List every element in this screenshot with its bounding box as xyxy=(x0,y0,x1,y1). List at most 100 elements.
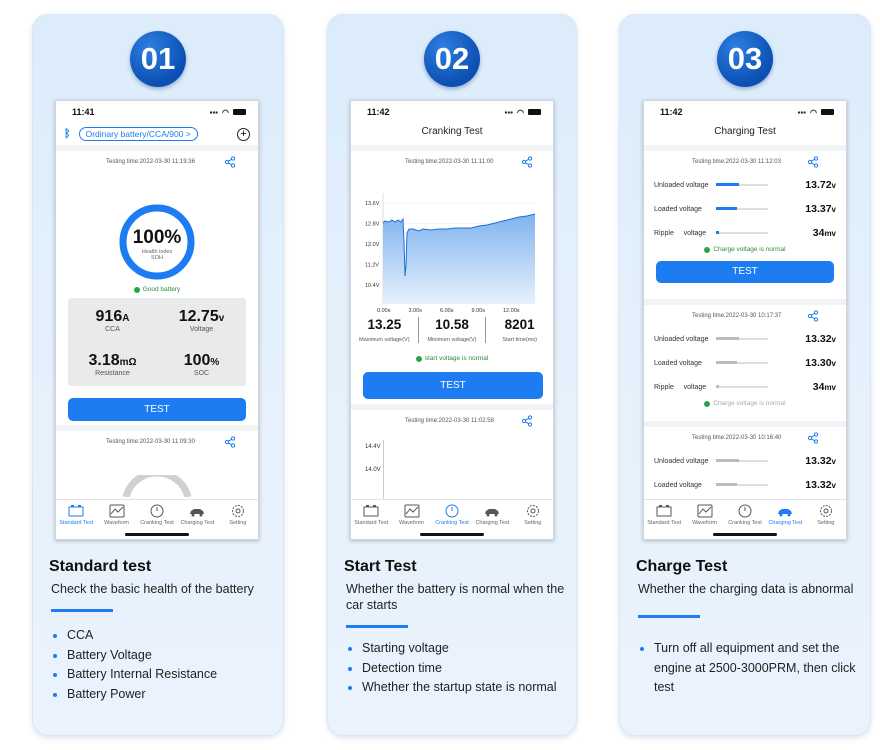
tab-bar: Standard Test Waveform Cranking Test Cha… xyxy=(56,499,258,539)
wifi-icon: ◠ xyxy=(517,107,524,117)
x-tick-label: 3.00s xyxy=(409,308,423,314)
cranking-stats: 13.25 Maximum voltage(V) 10.58 Minimum volt… xyxy=(351,317,553,343)
feature-item: Whether the startup state is normal xyxy=(346,678,576,698)
level-bar xyxy=(716,361,768,364)
tab-waveform[interactable]: Waveform xyxy=(686,504,724,539)
level-bar xyxy=(716,231,768,234)
metric-value: 100 xyxy=(183,352,211,369)
metric-label: Voltage xyxy=(189,326,214,333)
ripple-voltage-row: Ripple voltage 34mv xyxy=(654,381,836,393)
tab-setting[interactable]: Setting xyxy=(219,504,257,539)
battery-tab-icon xyxy=(363,505,379,517)
testing-time: Testing time:2022-03-30 11:11:00 xyxy=(405,159,494,165)
signal-icon: ▪▪▪ xyxy=(209,107,219,117)
home-indicator xyxy=(125,533,189,536)
metric-label: Resistance xyxy=(95,370,130,377)
metric-label: SOC xyxy=(193,370,210,377)
share-icon[interactable] xyxy=(807,156,819,168)
gauge-sublabel: SOH xyxy=(151,255,163,261)
stat-value: 10.58 xyxy=(435,317,469,332)
y-tick-label: 13.6V xyxy=(365,201,380,207)
soh-value: 100% xyxy=(132,227,182,248)
metric-value: 12.75 xyxy=(178,308,219,325)
testing-time: Testing time:2022-03-30 10:17:37 xyxy=(692,313,782,319)
test-button[interactable]: TEST xyxy=(656,261,834,283)
stat-cell: 10.58 Minimum voltage(V) xyxy=(419,317,487,343)
add-icon[interactable]: + xyxy=(237,127,250,141)
card-description: Whether the battery is normal when the c… xyxy=(346,582,565,612)
tab-setting[interactable]: Setting xyxy=(514,504,552,539)
charge-result-section: Testing time:2022-03-30 10:16:40 Unloaded… xyxy=(644,427,846,501)
cranking-result-panel: Testing time:2022-03-30 11:11:00 13.6V 12… xyxy=(351,151,553,404)
metric-cell: 100% SOC xyxy=(157,342,246,386)
status-badge: Good battery xyxy=(56,286,258,293)
feature-item: Battery Power xyxy=(51,685,281,705)
share-icon[interactable] xyxy=(807,310,819,322)
tab-waveform[interactable]: Waveform xyxy=(393,504,431,539)
testing-time: Testing time:2022-03-30 11:02:58 xyxy=(405,418,494,424)
tab-cranking-test[interactable]: Cranking Test xyxy=(726,504,764,539)
tab-setting[interactable]: Setting xyxy=(807,504,845,539)
card-description: Whether the charging data is abnormal xyxy=(638,582,854,596)
signal-icon: ▪▪▪ xyxy=(797,107,807,117)
tab-cranking-test[interactable]: Cranking Test xyxy=(138,504,176,539)
tab-standard-test[interactable]: Standard Test xyxy=(645,504,683,539)
metric-unit: mΩ xyxy=(119,357,137,368)
tab-waveform[interactable]: Waveform xyxy=(98,504,136,539)
status-bar: 11:41 ▪▪▪ ◠ xyxy=(56,101,258,123)
card-standard-test: 01 11:41 ▪▪▪ ◠ ᛒ Ordinary battery/CCA/900… xyxy=(32,14,284,736)
x-tick-label: 12.00s xyxy=(503,308,520,314)
gauge-partial xyxy=(122,475,192,497)
tab-standard-test[interactable]: Standard Test xyxy=(352,504,390,539)
check-icon xyxy=(133,286,140,293)
feature-item: Battery Voltage xyxy=(51,646,281,666)
gauge-tab-icon xyxy=(738,504,752,518)
feature-list: CCA Battery Voltage Battery Internal Resis… xyxy=(51,626,281,704)
phone-screen: 11:42 ▪▪▪ ◠ Charging Test Testing time:20… xyxy=(643,100,847,540)
metrics-grid: 916A CCA 12.75v Voltage 3.18mΩ Resistance 100%… xyxy=(68,298,246,386)
tab-charging-test[interactable]: Charging Test xyxy=(473,504,511,539)
feature-list: Turn off all equipment and set the engin… xyxy=(638,639,868,698)
metric-unit: A xyxy=(122,313,130,324)
unloaded-voltage-value: 13.32 xyxy=(805,333,832,345)
card-title: Standard test xyxy=(49,558,152,575)
y-tick: 14.4V xyxy=(365,444,381,450)
share-icon[interactable] xyxy=(521,156,533,168)
step-badge: 01 xyxy=(130,31,186,87)
feature-item: CCA xyxy=(51,626,281,646)
metric-unit: % xyxy=(210,357,220,368)
waveform-tab-icon xyxy=(404,504,420,518)
card-charge-test: 03 11:42 ▪▪▪ ◠ Charging Test Testing time… xyxy=(619,14,871,736)
ripple-voltage-value: 34 xyxy=(812,381,825,393)
share-icon[interactable] xyxy=(521,415,533,427)
signal-icon: ▪▪▪ xyxy=(504,107,514,117)
y-tick-label: 10.4V xyxy=(365,283,380,289)
x-tick-label: 6.00s xyxy=(440,308,454,314)
test-button[interactable]: TEST xyxy=(363,372,543,399)
status-badge: start voltage is normal xyxy=(351,355,553,362)
metric-cell: 12.75v Voltage xyxy=(157,298,246,342)
metric-unit: v xyxy=(218,313,225,324)
bluetooth-icon[interactable]: ᛒ xyxy=(64,128,71,140)
metric-label: CCA xyxy=(105,326,120,333)
unloaded-voltage-row: Unloaded voltage 13.72v xyxy=(654,179,836,191)
metric-cell: 916A CCA xyxy=(68,298,157,342)
ripple-voltage-row: Ripple voltage 34mv xyxy=(654,227,836,239)
share-icon[interactable] xyxy=(224,436,236,448)
test-button[interactable]: TEST xyxy=(68,398,246,421)
share-icon[interactable] xyxy=(807,432,819,444)
testing-time: Testing time:2022-03-30 10:16:40 xyxy=(692,435,782,441)
test-result-panel: Testing time:2022-03-30 11:19:36 100% He… xyxy=(56,151,258,425)
gear-tab-icon xyxy=(231,505,244,517)
tab-cranking-test[interactable]: Cranking Test xyxy=(433,504,471,539)
metric-value: 916 xyxy=(95,308,123,325)
stat-label: Minimum voltage(V) xyxy=(427,337,477,343)
tab-charging-test[interactable]: Charging Test xyxy=(766,504,804,539)
battery-icon xyxy=(233,109,246,115)
share-icon[interactable] xyxy=(224,156,236,168)
accent-divider xyxy=(346,625,408,628)
tab-charging-test[interactable]: Charging Test xyxy=(178,504,216,539)
check-icon xyxy=(704,400,711,407)
battery-type-selector[interactable]: Ordinary battery/CCA/900 > xyxy=(78,127,198,141)
tab-standard-test[interactable]: Standard Test xyxy=(57,504,95,539)
